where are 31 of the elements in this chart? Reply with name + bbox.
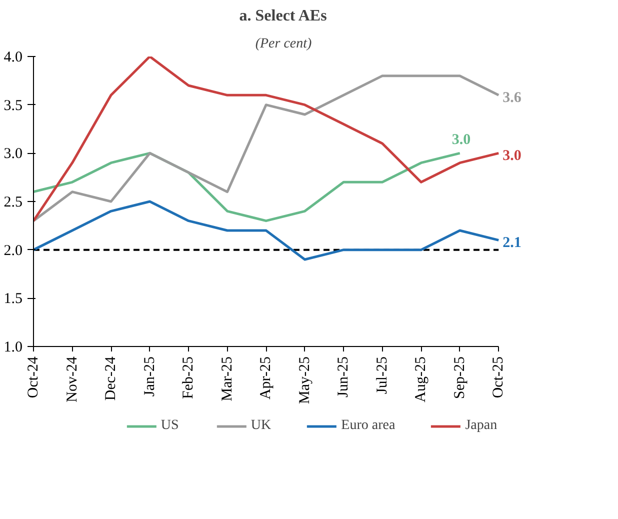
legend-label: US: [160, 418, 180, 434]
x-tick-label: Jul-25: [374, 356, 390, 394]
chart-title: a. Select AEs: [239, 8, 327, 24]
x-tick-label: Jan-25: [142, 356, 158, 396]
x-tick-label: Oct-24: [26, 356, 42, 398]
x-tick-label: Oct-25: [490, 356, 507, 398]
y-tick-label: 2.5: [4, 194, 22, 210]
data-label: 3.0: [452, 132, 471, 148]
x-tick-label: Jun-25: [336, 356, 352, 398]
chart-subtitle: (Per cent): [255, 36, 312, 52]
y-tick-label: 3.5: [4, 98, 22, 114]
y-tick-label: 1.5: [4, 291, 22, 308]
legend-label: Euro area: [341, 418, 396, 434]
y-tick-label: 1.0: [4, 340, 22, 356]
x-tick-label: Sep-25: [452, 356, 468, 399]
y-tick-label: 2.0: [4, 242, 22, 259]
data-label: 3.6: [502, 90, 522, 106]
legend-label: UK: [250, 418, 272, 434]
legend-label: Japan: [465, 418, 498, 434]
y-tick-label: 4.0: [4, 50, 22, 66]
x-tick-label: Apr-25: [258, 356, 274, 400]
line-series: [34, 200, 500, 261]
x-tick-label: Mar-25: [219, 356, 236, 402]
y-tick-label: 3.0: [4, 146, 22, 162]
x-tick-label: May-25: [296, 356, 313, 404]
data-label: 3.0: [502, 148, 522, 164]
x-tick-label: Feb-25: [180, 356, 197, 399]
x-tick-label: Nov-24: [64, 356, 80, 402]
x-tick-label: Dec-24: [103, 356, 120, 401]
data-label: 2.1: [502, 235, 522, 252]
x-tick-label: Aug-25: [413, 356, 430, 402]
